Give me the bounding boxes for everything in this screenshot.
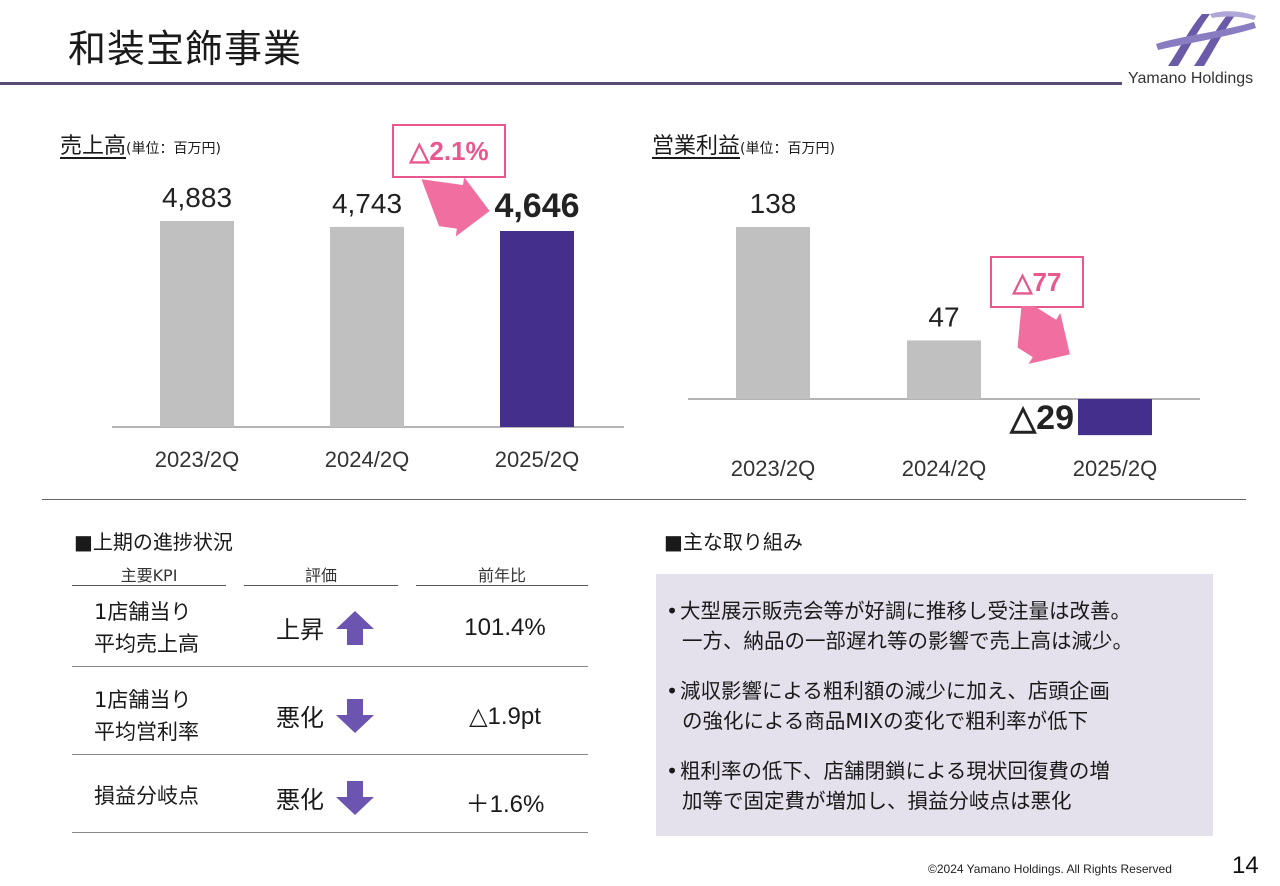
bar [330, 226, 404, 427]
bar-value-label: 4,646 [494, 187, 579, 225]
kpi-metric-line: 平均売上高 [94, 632, 199, 656]
down-arrow-icon [336, 698, 374, 733]
sales-change-label: △2.1% [409, 135, 489, 166]
kpi-evaluation: 悪化 [276, 780, 374, 815]
profit-change-arrow-icon [1017, 306, 1070, 364]
table-bottom-rule [72, 832, 588, 833]
progress-heading: ■上期の進捗状況 [74, 530, 233, 554]
kpi-yoy-value: 101.4% [464, 614, 546, 641]
kpi-evaluation-text: 悪化 [276, 704, 324, 732]
bar [907, 340, 981, 399]
kpi-metric-line: 1店舗当り [94, 600, 192, 624]
up-arrow-icon [336, 610, 374, 645]
sales-chart-title-text: 売上高 [60, 134, 127, 159]
profit-change-box: △77 [990, 256, 1084, 308]
profit-bar-chart: 138 2023/2Q 47 2024/2Q △29 2025/2Q [688, 188, 1200, 481]
bullet-icon: • [666, 759, 679, 783]
page-number: 14 [1232, 852, 1259, 879]
copyright: ©2024 Yamano Holdings. All Rights Reserv… [928, 862, 1172, 876]
kpi-metric-avg-margin: 1店舗当り 平均営利率 [94, 684, 264, 748]
bar [736, 227, 810, 399]
kpi-metric-line: 平均営利率 [94, 720, 199, 744]
initiative-line: 加等で固定費が増加し、損益分岐点は悪化 [682, 789, 1072, 813]
kpi-evaluation-text: 悪化 [276, 786, 324, 814]
x-tick-label: 2024/2Q [902, 456, 986, 481]
x-tick-label: 2025/2Q [1073, 456, 1157, 481]
bullet-icon: • [666, 599, 679, 623]
bar-value-label: 4,743 [332, 188, 402, 219]
header-divider [0, 82, 1122, 85]
brand-name: Yamano Holdings [1128, 70, 1254, 87]
page-title: 和装宝飾事業 [68, 27, 303, 71]
evaluation-column-header: 評価 [304, 566, 337, 585]
x-tick-label: 2024/2Q [325, 447, 409, 472]
down-arrow-icon [336, 780, 374, 815]
kpi-metric-line: 損益分岐点 [94, 784, 199, 808]
initiative-line: 大型展示販売会等が好調に推移し受注量は改善。 [680, 599, 1131, 623]
x-tick-label: 2025/2Q [495, 447, 579, 472]
initiative-line: 減収影響による粗利額の減少に加え、店頭企画 [680, 679, 1110, 703]
bar-value-label: 138 [750, 188, 797, 219]
table-row-divider [72, 666, 588, 667]
sales-bar-chart: 4,883 2023/2Q 4,743 2024/2Q 4,646 2025/2Q [112, 182, 624, 472]
kpi-evaluation: 上昇 [276, 610, 374, 645]
bar-value-label: △29 [1009, 399, 1074, 437]
kpi-column-header: 主要KPI [120, 566, 178, 585]
initiative-line: の強化による商品MIXの変化で粗利率が低下 [682, 709, 1089, 733]
kpi-metric-breakeven: 損益分岐点 [94, 780, 264, 812]
bar-value-label: 47 [928, 301, 959, 332]
initiative-item: •大型展示販売会等が好調に推移し受注量は改善。 一方、納品の一部遅れ等の影響で売… [666, 596, 1206, 656]
section-divider [42, 499, 1246, 500]
kpi-evaluation-text: 上昇 [276, 616, 324, 644]
bullet-icon: • [666, 679, 679, 703]
profit-chart-unit: (単位：百万円) [740, 141, 835, 157]
header-underline [72, 585, 226, 586]
kpi-evaluation: 悪化 [276, 698, 374, 733]
header-underline [416, 585, 588, 586]
x-tick-label: 2023/2Q [731, 456, 815, 481]
profit-chart-title: 営業利益(単位：百万円) [652, 128, 835, 160]
initiative-item: •粗利率の低下、店舗閉鎖による現状回復費の増 加等で固定費が増加し、損益分岐点は… [666, 756, 1206, 816]
initiative-line: 一方、納品の一部遅れ等の影響で売上高は減少。 [682, 629, 1133, 653]
kpi-metric-avg-sales: 1店舗当り 平均売上高 [94, 596, 264, 660]
header-underline [244, 585, 398, 586]
table-row-divider [72, 754, 588, 755]
kpi-metric-line: 1店舗当り [94, 688, 192, 712]
bar [160, 221, 234, 427]
kpi-yoy-value: ＋1.6% [465, 791, 545, 818]
sales-chart-title: 売上高(単位：百万円) [60, 128, 221, 160]
bar [500, 230, 574, 427]
brand-logo-icon [1156, 11, 1256, 66]
bar [1078, 399, 1152, 436]
initiatives-heading: ■主な取り組み [664, 530, 803, 554]
kpi-yoy-value: △1.9pt [469, 703, 541, 730]
x-tick-label: 2023/2Q [155, 447, 239, 472]
initiatives-panel [656, 574, 1213, 836]
sales-change-box: △2.1% [392, 124, 506, 178]
yoy-column-header: 前年比 [477, 566, 526, 585]
bar-value-label: 4,883 [162, 182, 232, 213]
sales-chart-unit: (単位：百万円) [126, 141, 221, 157]
initiative-item: •減収影響による粗利額の減少に加え、店頭企画 の強化による商品MIXの変化で粗利… [666, 676, 1206, 736]
profit-change-label: △77 [1012, 266, 1062, 297]
initiative-line: 粗利率の低下、店舗閉鎖による現状回復費の増 [680, 759, 1110, 783]
profit-chart-title-text: 営業利益 [652, 134, 741, 159]
sales-change-arrow-icon [421, 177, 490, 237]
